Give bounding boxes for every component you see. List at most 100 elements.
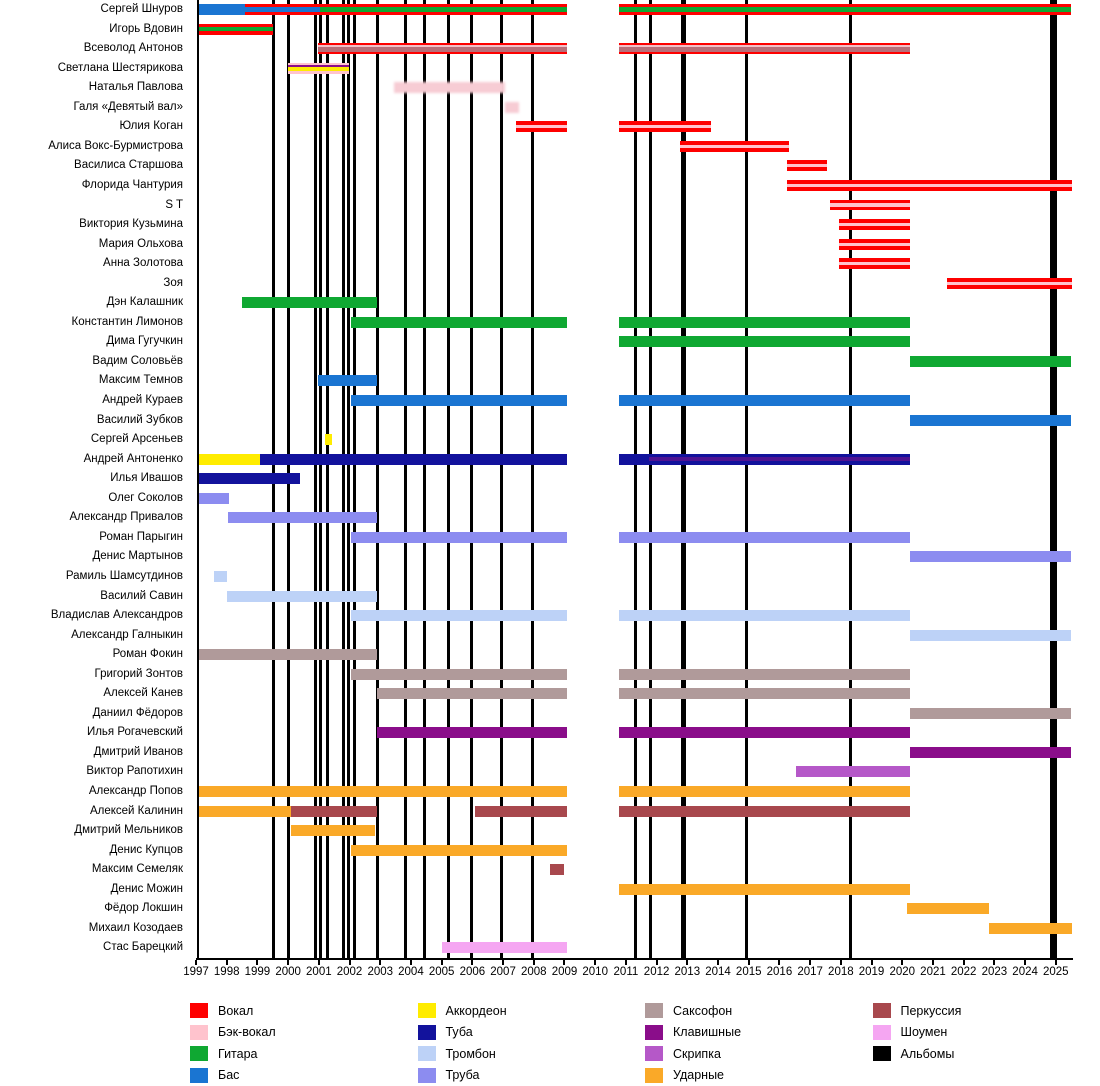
legend-swatch xyxy=(190,1046,208,1061)
timeline-bar xyxy=(619,317,910,328)
member-name: Александр Галныкин xyxy=(0,626,190,646)
bar-stripe xyxy=(291,825,375,836)
bar-stripe xyxy=(910,551,1071,562)
legend-item: Скрипка xyxy=(645,1043,873,1065)
timeline-bar xyxy=(619,806,910,817)
legend-label: Саксофон xyxy=(673,1004,732,1018)
member-name: Зоя xyxy=(0,274,190,294)
timeline-bar xyxy=(505,102,519,113)
timeline-bar xyxy=(351,395,567,406)
timeline-bar xyxy=(291,806,377,817)
member-name: Даниил Фёдоров xyxy=(0,704,190,724)
timeline-bar xyxy=(228,512,377,523)
legend-swatch xyxy=(873,1003,891,1018)
axis-tick xyxy=(748,960,750,965)
bar-stripe xyxy=(796,766,909,777)
bar-stripe xyxy=(619,786,910,797)
timeline-bar xyxy=(475,806,567,817)
bar-stripe xyxy=(910,356,1071,367)
axis-tick xyxy=(656,960,658,965)
timeline-bar xyxy=(947,278,1073,289)
timeline-bar xyxy=(796,766,909,777)
bar-stripe xyxy=(351,610,567,621)
timeline-bar xyxy=(910,551,1071,562)
bar-stripe xyxy=(242,297,377,308)
axis-tick xyxy=(379,960,381,965)
axis-year-label: 2012 xyxy=(644,966,670,978)
bar-stripe xyxy=(619,688,910,699)
timeline-bar xyxy=(907,903,989,914)
axis-tick xyxy=(563,960,565,965)
bar-stripe xyxy=(619,610,910,621)
member-name: Мария Ольхова xyxy=(0,235,190,255)
axis-tick xyxy=(410,960,412,965)
axis-year-label: 2020 xyxy=(889,966,915,978)
album-release-line xyxy=(376,0,379,958)
legend-label: Шоумен xyxy=(901,1025,948,1039)
member-name: Андрей Антоненко xyxy=(0,450,190,470)
member-name: Стас Барецкий xyxy=(0,938,190,958)
legend-swatch xyxy=(645,1046,663,1061)
member-name: Светлана Шестярикова xyxy=(0,59,190,79)
bar-stripe xyxy=(260,454,566,465)
timeline-bar xyxy=(619,532,910,543)
legend-item: Туба xyxy=(418,1022,646,1044)
axis-tick xyxy=(901,960,903,965)
axis-year-label: 2019 xyxy=(859,966,885,978)
timeline-bar xyxy=(830,200,910,211)
legend-swatch xyxy=(873,1046,891,1061)
member-name: Юлия Коган xyxy=(0,117,190,137)
axis-tick xyxy=(778,960,780,965)
bar-stripe xyxy=(619,884,910,895)
member-name: Сергей Шнуров xyxy=(0,0,190,20)
bar-stripe xyxy=(199,786,567,797)
bar-stripe xyxy=(910,630,1071,641)
bar-stripe xyxy=(619,727,910,738)
bar-stripe xyxy=(619,395,910,406)
bar-stripe xyxy=(619,806,910,817)
legend-label: Бэк-вокал xyxy=(218,1025,276,1039)
member-name: Михаил Козодаев xyxy=(0,919,190,939)
axis-year-label: 2024 xyxy=(1012,966,1038,978)
axis-tick xyxy=(256,960,258,965)
legend-item: Вокал xyxy=(190,1000,418,1022)
timeline-bar xyxy=(291,825,375,836)
timeline-bar xyxy=(619,884,910,895)
bar-stripe xyxy=(619,454,650,465)
timeline-bar xyxy=(910,747,1071,758)
timeline-bar xyxy=(839,219,909,230)
axis-tick xyxy=(318,960,320,965)
bar-stripe xyxy=(550,864,564,875)
legend-item: Бас xyxy=(190,1065,418,1086)
bar-stripe xyxy=(351,395,567,406)
album-release-line xyxy=(404,0,407,958)
axis-tick xyxy=(625,960,627,965)
timeline-bar xyxy=(318,43,566,54)
album-release-line xyxy=(423,0,426,958)
timeline-bar xyxy=(199,493,229,504)
legend-item: Саксофон xyxy=(645,1000,873,1022)
bar-stripe xyxy=(320,12,567,15)
timeline-bar xyxy=(394,82,506,93)
member-name: Денис Можин xyxy=(0,880,190,900)
axis-tick xyxy=(993,960,995,965)
timeline-bar xyxy=(377,688,567,699)
axis-year-label: 2013 xyxy=(675,966,701,978)
timeline-bar xyxy=(680,141,789,152)
timeline-bar xyxy=(787,180,1072,191)
timeline-bar xyxy=(619,610,910,621)
member-name: Флорида Чантурия xyxy=(0,176,190,196)
member-name: Роман Парыгин xyxy=(0,528,190,548)
axis-tick xyxy=(809,960,811,965)
member-name: Роман Фокин xyxy=(0,645,190,665)
legend-item: Бэк-вокал xyxy=(190,1022,418,1044)
axis-year-label: 2002 xyxy=(337,966,363,978)
axis-tick xyxy=(349,960,351,965)
timeline-bar xyxy=(619,454,650,465)
legend-label: Гитара xyxy=(218,1047,258,1061)
legend-label: Альбомы xyxy=(901,1047,955,1061)
bar-stripe xyxy=(516,128,567,132)
axis-year-label: 2023 xyxy=(982,966,1008,978)
